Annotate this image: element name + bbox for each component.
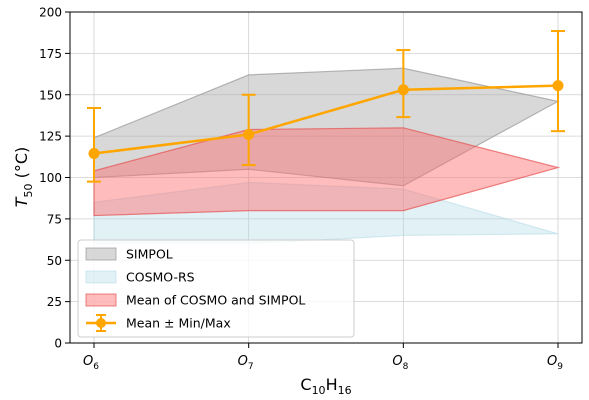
y-axis-label: T50 (°C) (12, 147, 35, 208)
y-tick-label: 200 (39, 6, 62, 20)
legend-swatch (85, 270, 117, 284)
y-tick-label: 50 (47, 254, 62, 268)
series-bands (93, 67, 561, 245)
y-tick-label: 25 (47, 295, 62, 309)
y-tick-label: 150 (39, 88, 62, 102)
legend-label: Mean of COSMO and SIMPOL (126, 293, 305, 308)
mean-point (88, 148, 100, 160)
y-tick-label: 75 (47, 212, 62, 226)
legend-label: Mean ± Min/Max (126, 316, 231, 331)
y-axis-ticks: 0 25 50 75 100 125 150 175 200 (39, 6, 70, 351)
legend: SIMPOL COSMO-RS Mean of COSMO and SIMPOL Me… (77, 239, 355, 338)
mean-point (397, 84, 409, 96)
x-axis-ticks: O6 O7 O8 O9 (83, 343, 563, 372)
x-axis-label: C10H16 (300, 375, 351, 397)
legend-swatch (85, 293, 117, 307)
legend-swatch (85, 247, 117, 261)
y-tick-label: 175 (39, 47, 62, 61)
x-tick-label: O7 (238, 354, 254, 372)
band-simpol (93, 67, 560, 187)
y-tick-label: 100 (39, 171, 62, 185)
mean-line (93, 84, 559, 155)
band-mean-of-cosmo-and-simpol (93, 127, 561, 217)
mean-point (243, 128, 255, 140)
y-tick-label: 0 (54, 337, 62, 351)
x-tick-label: O9 (547, 354, 563, 372)
legend-label: SIMPOL (126, 247, 173, 262)
legend-label: COSMO-RS (126, 270, 195, 285)
x-tick-label: O8 (392, 354, 408, 372)
y-tick-label: 125 (39, 130, 62, 144)
legend-marker (96, 318, 106, 328)
legend-box (77, 239, 355, 338)
x-tick-label: O6 (83, 354, 99, 372)
mean-point (552, 80, 564, 92)
mean-series (87, 30, 565, 183)
